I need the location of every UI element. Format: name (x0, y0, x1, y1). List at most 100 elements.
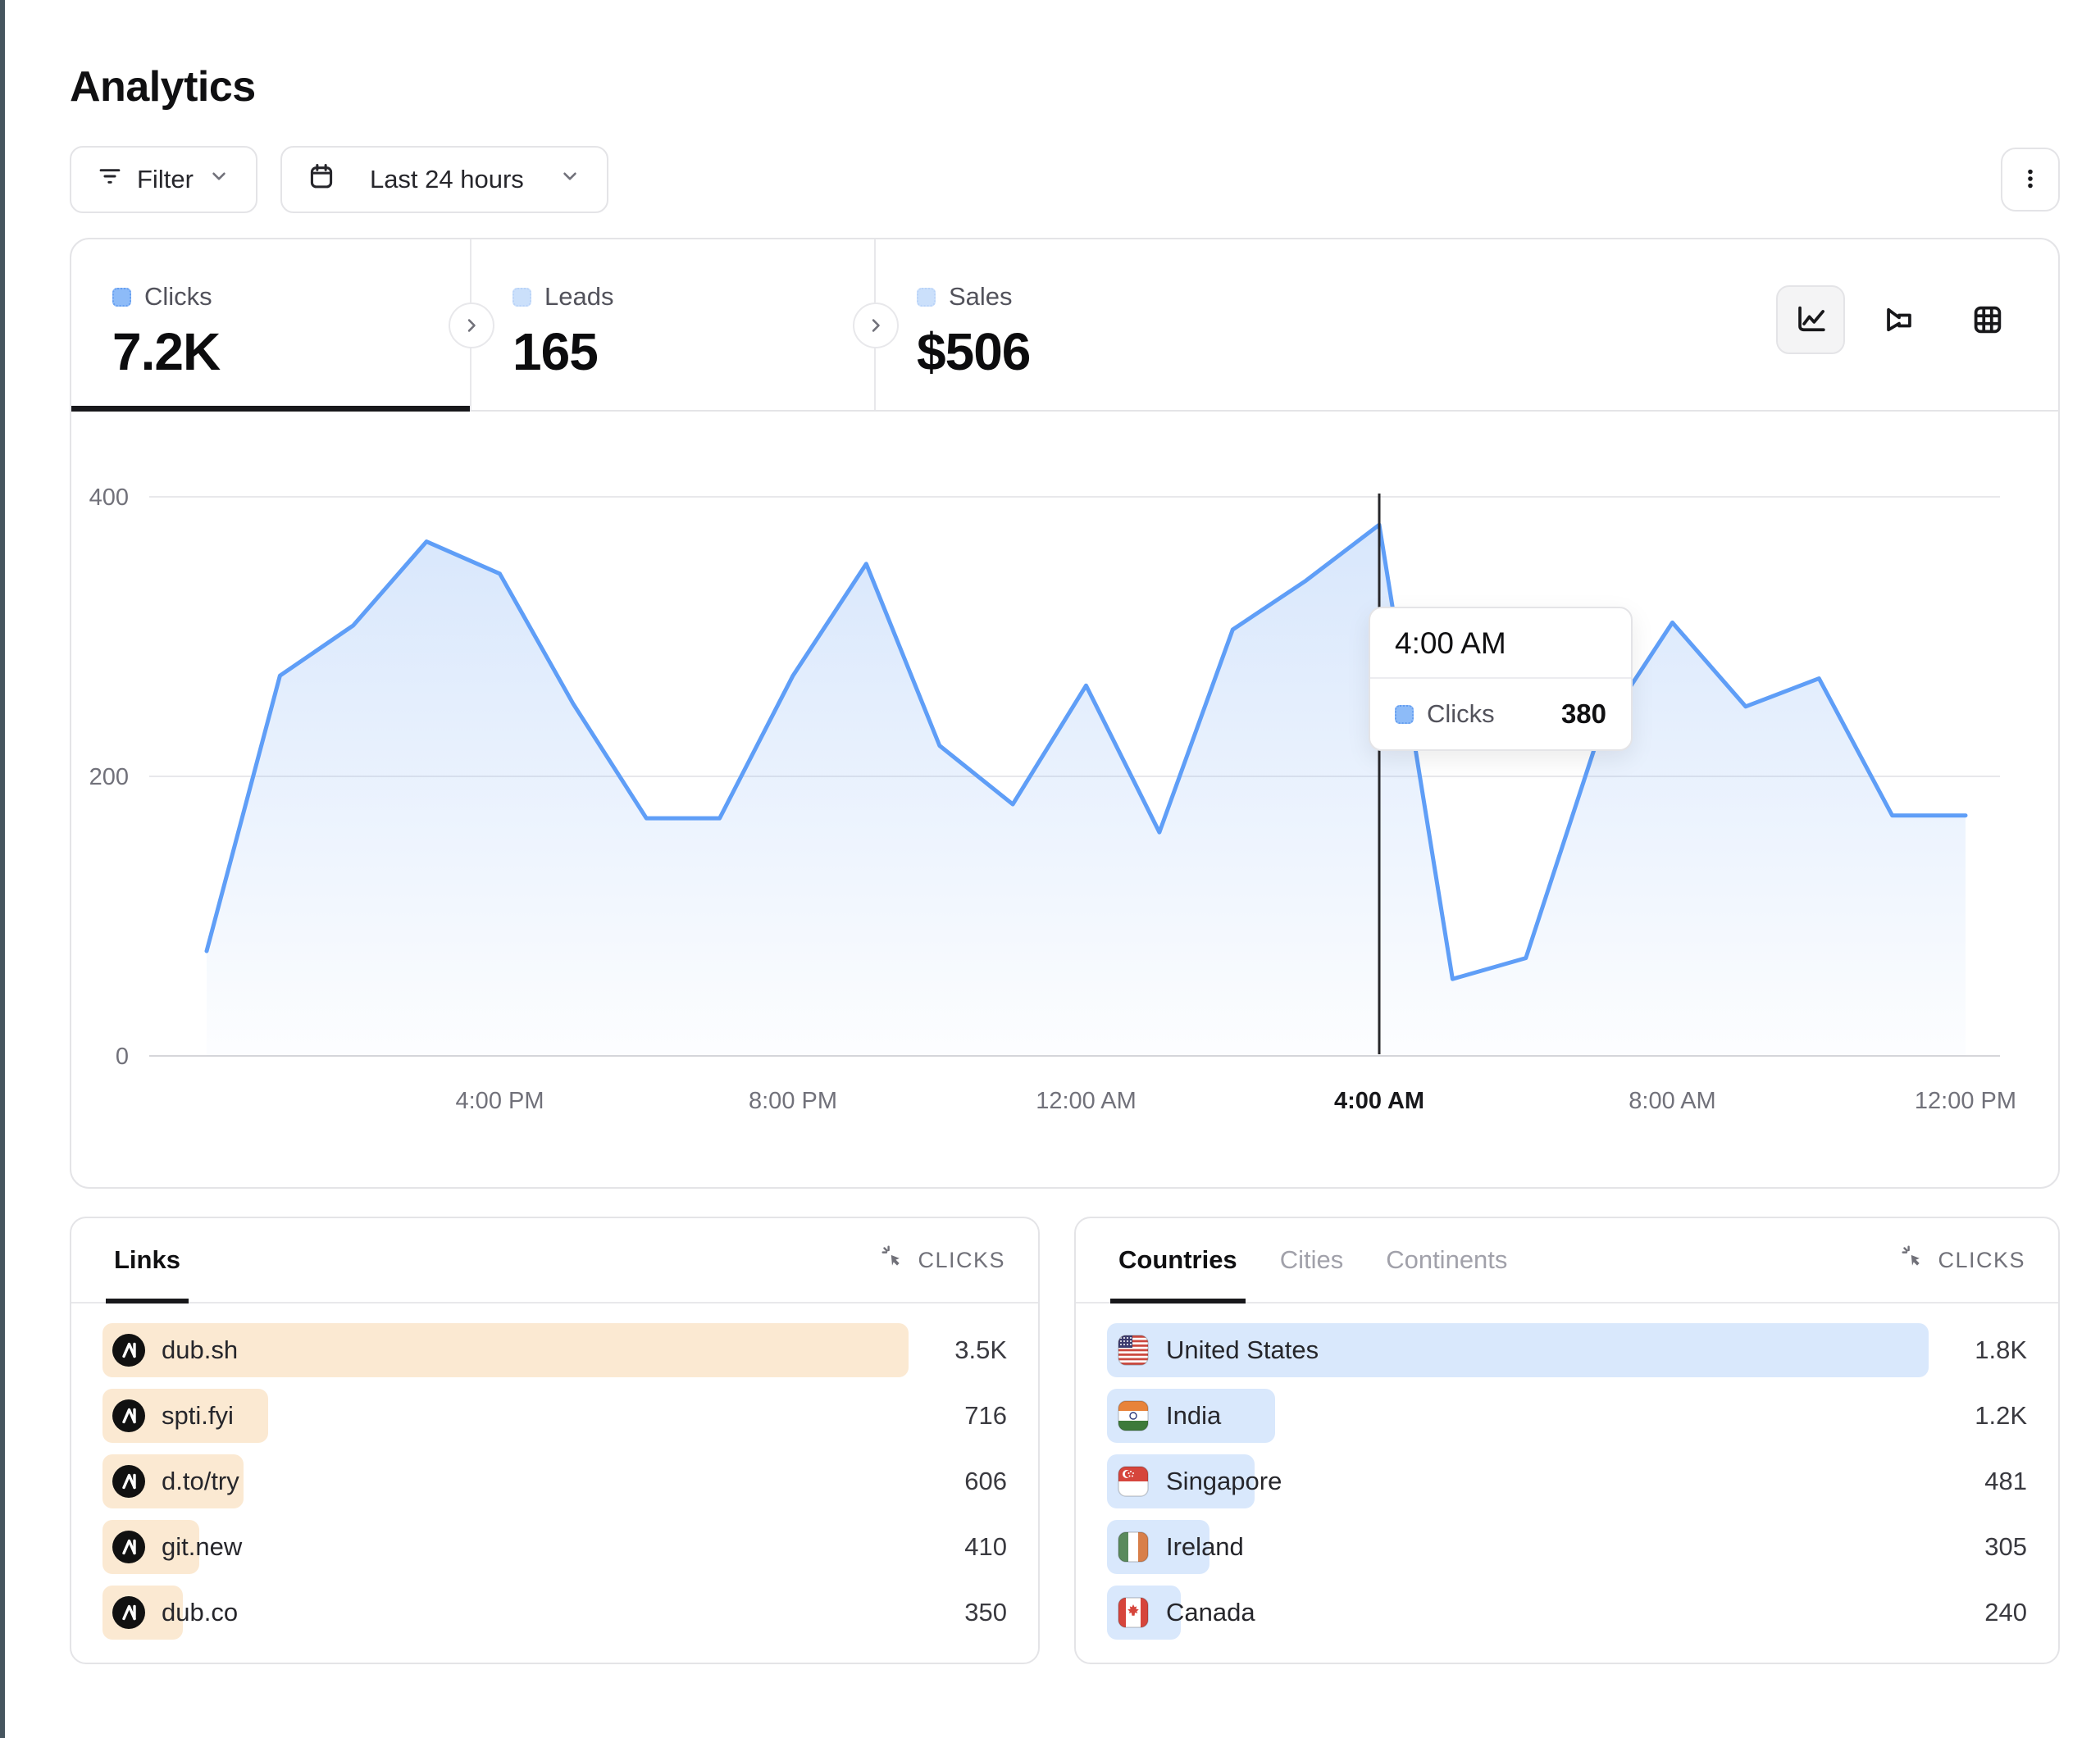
x-axis-label: 8:00 PM (749, 1088, 837, 1114)
filter-button[interactable]: Filter (70, 146, 257, 213)
stat-label: Clicks (144, 282, 212, 311)
more-options-button[interactable] (2001, 148, 2060, 212)
countries-metric-label: CLICKS (1938, 1247, 2025, 1272)
list-item-ireland[interactable]: Ireland 305 (1107, 1520, 2027, 1574)
series-swatch-icon (512, 287, 531, 307)
in-flag-icon (1117, 1399, 1150, 1432)
list-item-dub-co[interactable]: dub.co 350 (102, 1586, 1007, 1640)
list-item-india[interactable]: India 1.2K (1107, 1389, 2027, 1443)
area-fill (207, 525, 1966, 1056)
analytics-card: Clicks 7.2K Leads 165 Sales $506 (70, 238, 2060, 1189)
tooltip-series-label: Clicks (1427, 699, 1495, 728)
tab-cities[interactable]: Cities (1277, 1218, 1347, 1302)
list-item-git-new[interactable]: git.new 410 (102, 1520, 1007, 1574)
stat-label: Sales (949, 282, 1013, 311)
tab-links[interactable]: Links (106, 1218, 189, 1304)
item-value: 240 (1984, 1598, 2027, 1627)
x-axis-label: 8:00 AM (1629, 1088, 1715, 1114)
tooltip-time: 4:00 AM (1370, 608, 1631, 679)
us-flag-icon (1117, 1334, 1150, 1367)
dub-logo-icon (112, 1596, 145, 1629)
dub-logo-icon (112, 1465, 145, 1498)
item-value: 305 (1984, 1532, 2027, 1561)
countries-panel: Countries Cities Continents CLICKS United … (1074, 1217, 2060, 1664)
item-value: 606 (964, 1467, 1007, 1495)
item-value: 1.2K (1975, 1401, 2027, 1430)
x-axis-label: 12:00 AM (1036, 1088, 1137, 1114)
tab-label: Continents (1386, 1245, 1508, 1274)
chevron-down-icon (558, 164, 582, 195)
ca-flag-icon (1117, 1596, 1150, 1629)
area-chart-canvas: 0 200 400 4:00 PM 8:00 PM 12:00 AM 4:00 AM 8:00… (89, 485, 2016, 1114)
clicks-timeseries-chart[interactable]: 0 200 400 4:00 PM 8:00 PM 12:00 AM 4:00 AM 8:00… (71, 412, 2058, 1187)
y-axis-label: 0 (116, 1044, 129, 1070)
item-value: 716 (964, 1401, 1007, 1430)
links-panel: Links CLICKS dub.sh 3.5K spti.fyi 716 d.to/t… (70, 1217, 1040, 1664)
list-item-spti-fyi[interactable]: spti.fyi 716 (102, 1389, 1007, 1443)
kebab-icon (2016, 165, 2044, 195)
table-view-button[interactable] (1953, 285, 2022, 354)
expand-leads-sales-button[interactable] (853, 303, 899, 348)
clicks-line (204, 522, 1968, 981)
links-metric-selector[interactable]: CLICKS (880, 1244, 1005, 1277)
tooltip-series-swatch (1395, 704, 1414, 724)
stat-label: Leads (544, 282, 614, 311)
stat-tab-leads[interactable]: Leads 165 (471, 239, 876, 410)
ie-flag-icon (1117, 1531, 1150, 1563)
cursor-rays-icon (1900, 1244, 1928, 1277)
x-axis-label: 4:00 PM (456, 1088, 544, 1114)
list-item-united-states[interactable]: United States 1.8K (1107, 1323, 2027, 1377)
active-tab-indicator (1110, 1299, 1246, 1304)
item-label: dub.sh (162, 1335, 239, 1364)
series-swatch-icon (112, 287, 131, 307)
stats-tabs: Clicks 7.2K Leads 165 Sales $506 (71, 239, 2058, 412)
date-range-button[interactable]: Last 24 hours (280, 146, 608, 213)
item-label: Singapore (1166, 1467, 1282, 1495)
y-axis-label: 200 (89, 764, 129, 790)
cursor-rays-icon (880, 1244, 908, 1277)
tab-label: Countries (1118, 1245, 1237, 1274)
expand-clicks-leads-button[interactable] (449, 303, 494, 348)
list-item-d-to-try[interactable]: d.to/try 606 (102, 1454, 1007, 1508)
item-value: 3.5K (954, 1335, 1007, 1364)
x-axis-label: 4:00 AM (1334, 1088, 1424, 1114)
list-item-dub-sh[interactable]: dub.sh 3.5K (102, 1323, 1007, 1377)
series-swatch-icon (917, 287, 936, 307)
tab-continents[interactable]: Continents (1383, 1218, 1510, 1302)
stat-tab-sales[interactable]: Sales $506 (876, 239, 1280, 410)
dub-logo-icon (112, 1334, 145, 1367)
date-range-label: Last 24 hours (369, 165, 524, 193)
item-value: 350 (964, 1598, 1007, 1627)
list-item-singapore[interactable]: Singapore 481 (1107, 1454, 2027, 1508)
item-label: d.to/try (162, 1467, 239, 1495)
active-tab-indicator (71, 406, 470, 412)
list-item-canada[interactable]: Canada 240 (1107, 1586, 2027, 1640)
funnel-chart-view-button[interactable] (1865, 285, 1934, 354)
dub-logo-icon (112, 1399, 145, 1432)
item-value: 410 (964, 1532, 1007, 1561)
countries-metric-selector[interactable]: CLICKS (1900, 1244, 2025, 1277)
chart-tooltip: 4:00 AM Clicks 380 (1369, 607, 1633, 751)
stat-tab-clicks[interactable]: Clicks 7.2K (71, 239, 471, 412)
item-value: 1.8K (1975, 1335, 2027, 1364)
item-value: 481 (1984, 1467, 2027, 1495)
line-chart-view-button[interactable] (1776, 285, 1845, 354)
x-axis-label: 12:00 PM (1915, 1088, 2016, 1114)
page-title: Analytics (70, 63, 256, 111)
item-label: United States (1166, 1335, 1319, 1364)
stat-value: 165 (512, 322, 599, 381)
item-label: git.new (162, 1532, 243, 1561)
toolbar: Filter Last 24 hours (70, 146, 2060, 213)
filter-label: Filter (137, 165, 194, 193)
stat-value: 7.2K (112, 322, 221, 381)
filter-icon (96, 162, 124, 197)
chart-view-switcher (1776, 285, 2022, 354)
item-label: dub.co (162, 1598, 239, 1627)
item-label: Canada (1166, 1598, 1255, 1627)
window-edge-stripe (0, 0, 5, 1738)
tab-countries[interactable]: Countries (1110, 1218, 1246, 1304)
tab-label: Cities (1279, 1245, 1344, 1274)
item-label: Ireland (1166, 1532, 1244, 1561)
tooltip-value: 380 (1560, 698, 1606, 729)
chevron-down-icon (207, 164, 231, 195)
